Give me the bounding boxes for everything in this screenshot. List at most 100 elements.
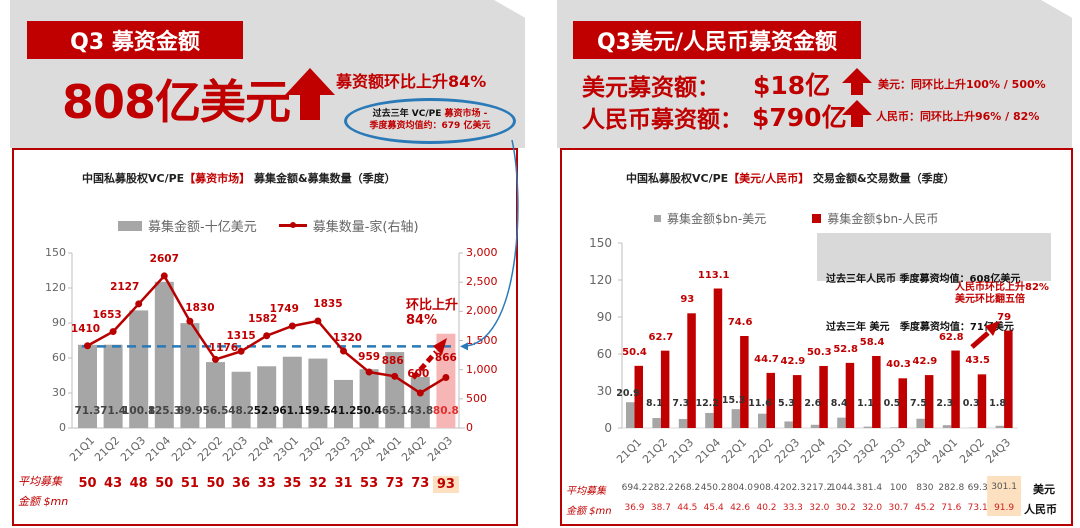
avg-rmb-value: 36.9 [624, 503, 645, 513]
y-tick-left: 0 [59, 421, 66, 434]
right-annotation-line1: 人民币环比上升82% [955, 282, 1049, 293]
line-value-label: 866 [434, 352, 457, 365]
line-value-label: 1176 [208, 342, 239, 355]
avg-usd-value: 81.4 [862, 483, 883, 493]
right-annotation-line2: 美元环比翻五倍 [955, 294, 1025, 305]
left-change-text: 募资额环比上升84% [336, 72, 487, 91]
avg-rmb-value: 30.2 [835, 503, 856, 513]
avg-rmb-value: 42.6 [730, 503, 751, 513]
avg-rmb-value: 45.4 [703, 503, 724, 513]
usd-value-label: 12.2 [695, 398, 719, 409]
y-tick-right: 2,000 [466, 304, 498, 318]
bar-value-label: 61.1 [279, 405, 306, 417]
usd-value-label: 7.3 [672, 398, 690, 409]
bar-value-label: 59.5 [304, 405, 331, 417]
avg-amount-value: 93 [432, 476, 459, 493]
avg-rmb-value: 44.5 [677, 503, 698, 513]
usd-value-label: 8.1 [645, 398, 663, 409]
rmb-value-label: 62.8 [938, 331, 964, 343]
legend-rmb-swatch-icon [812, 214, 822, 223]
line-value-label: 959 [358, 351, 381, 364]
avg-rmb-value: 71.6 [941, 503, 962, 513]
rmb-label: 人民币募资额： [582, 107, 743, 133]
avg-amount-value: 48 [129, 476, 148, 491]
y-tick: 150 [589, 236, 612, 250]
average-note-line1-red: 募资市场 - [444, 109, 488, 119]
legend-bar-swatch-icon [118, 220, 142, 231]
line-value-label: 1320 [332, 332, 363, 344]
bar-value-label: 65.1 [381, 405, 408, 417]
bar-value-label: 71.4 [100, 405, 127, 417]
y-tick-left: 30 [52, 386, 66, 399]
rmb-value-label: 50.4 [622, 346, 647, 358]
right-row-label-line1: 平均募集 [566, 486, 606, 497]
bar-value-label: 125.3 [147, 405, 181, 417]
avg-amount-value: 31 [334, 476, 353, 491]
right-info-line1: 过去三年人民币 季度募资均值：608亿美元 [826, 274, 1021, 285]
rmb-value-label: 74.6 [727, 316, 753, 328]
y-tick-right: 0 [466, 421, 473, 434]
left-chart-title: 中国私募股权VC/PE【募资市场】 募集金额&募集数量（季度） [82, 170, 396, 186]
right-chart-legend: 募集金额$bn-美元 募集金额$bn-人民币 [654, 210, 938, 227]
rmb-value-label: 52.8 [833, 343, 859, 355]
rmb-value-label: 50.3 [806, 346, 832, 358]
rmb-value-label: 43.5 [965, 355, 991, 367]
avg-amount-value: 35 [283, 476, 302, 491]
avg-usd-value: 217.2 [806, 483, 833, 493]
line-value-label: 1315 [226, 330, 256, 343]
avg-rmb-value: 73.1 [967, 503, 988, 513]
bar-value-label: 100.8 [122, 405, 156, 417]
rmb-value-label: 79 [997, 311, 1012, 323]
usd-value-label: 2.6 [804, 398, 822, 409]
line-value-label: 1835 [313, 297, 343, 310]
avg-amount-value: 50 [206, 476, 225, 491]
y-tick-right: 2,500 [466, 275, 498, 289]
rmb-value: $790亿 [752, 103, 847, 132]
right-chart-frame [560, 148, 1073, 526]
y-tick: 120 [589, 273, 612, 287]
avg-usd-value: 100 [889, 483, 908, 493]
bar-value-label: 80.8 [432, 405, 459, 417]
usd-value-label: 7.5 [909, 398, 927, 409]
avg-usd-value: 804.0 [727, 483, 753, 493]
left-big-value: 808亿美元 [62, 75, 291, 129]
y-tick: 30 [596, 384, 612, 398]
avg-usd-value: 301.1 [987, 476, 1021, 516]
row-suffix-rmb: 人民币 [1024, 503, 1057, 516]
left-chart-title-suffix: 募集金额&募集数量（季度） [250, 172, 396, 185]
usd-value-label: 0.3 [962, 398, 980, 409]
legend-line-label: 募集数量-家(右轴) [312, 220, 419, 235]
average-note-line1-black: 过去三年 VC/PE [372, 109, 445, 119]
avg-usd-value: 282.2 [648, 483, 674, 493]
left-annotation-line1: 环比上升 [406, 298, 459, 313]
avg-amount-value: 50 [78, 476, 97, 491]
left-chart-title-prefix: 中国私募股权VC/PE [82, 172, 185, 185]
line-value-label: 1749 [269, 302, 299, 315]
usd-change: 美元：同环比上升100% / 500% [878, 78, 1046, 91]
y-tick-left: 60 [52, 351, 66, 364]
bar-value-label: 43.8 [407, 405, 434, 417]
left-chart-legend: 募集金额-十亿美元 募集数量-家(右轴) [118, 216, 419, 235]
usd-value-label: 1.1 [857, 398, 875, 409]
avg-rmb-value: 40.2 [756, 503, 777, 513]
usd-value-label: 0.5 [883, 398, 901, 409]
left-annotation: 环比上升 84% [406, 298, 458, 328]
line-value-label: 1653 [92, 308, 122, 321]
usd-value-label: 8.4 [830, 398, 848, 409]
left-annotation-line2: 84% [406, 313, 438, 328]
usd-value-label: 5.3 [777, 398, 795, 409]
bar-value-label: 48.2 [228, 405, 255, 417]
avg-amount-value: 36 [232, 476, 251, 491]
line-value-label: 886 [381, 355, 404, 368]
avg-usd-value: 69.3 [967, 483, 988, 493]
usd-value: $18亿 [753, 71, 831, 100]
left-row-label-line2: 金额 $mn [18, 495, 69, 508]
legend-line-swatch-icon [278, 222, 307, 228]
line-value-label: 1582 [248, 312, 278, 325]
left-title: Q3 募资金额 [70, 30, 200, 55]
right-chart-title-highlight: 【美元/人民币】 [728, 172, 810, 185]
right-info-box: 过去三年人民币 季度募资均值：608亿美元 过去三年 美元 季度募资均值：71亿… [817, 233, 1051, 333]
right-title-box: Q3美元/人民币募资金额 [573, 21, 861, 59]
